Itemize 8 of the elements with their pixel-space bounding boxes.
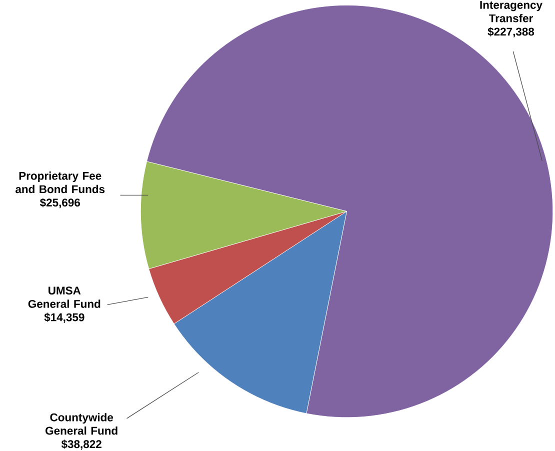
slice-label: Countywide General Fund xyxy=(46,413,118,435)
slice-label: Proprietary Fee and Bond Funds xyxy=(16,172,105,194)
slice-label: UMSA General Fund xyxy=(28,286,100,308)
data-label: $38,822 xyxy=(61,440,102,450)
data-label: $25,696 xyxy=(40,198,80,208)
data-label: $14,359 xyxy=(44,312,84,323)
slice-label: Interagency Transfer xyxy=(480,1,542,22)
data-label: $227,388 xyxy=(488,27,534,38)
